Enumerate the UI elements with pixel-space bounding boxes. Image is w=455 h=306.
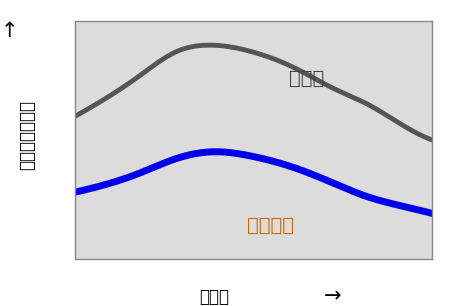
Text: 低磁歪材: 低磁歪材 [247,216,293,235]
Text: 周波数: 周波数 [199,288,229,306]
Text: ↑: ↑ [0,21,18,41]
Text: 基準材: 基準材 [289,69,324,88]
Text: →: → [324,287,341,306]
Text: 磁歪高調波成分: 磁歪高調波成分 [18,100,36,170]
